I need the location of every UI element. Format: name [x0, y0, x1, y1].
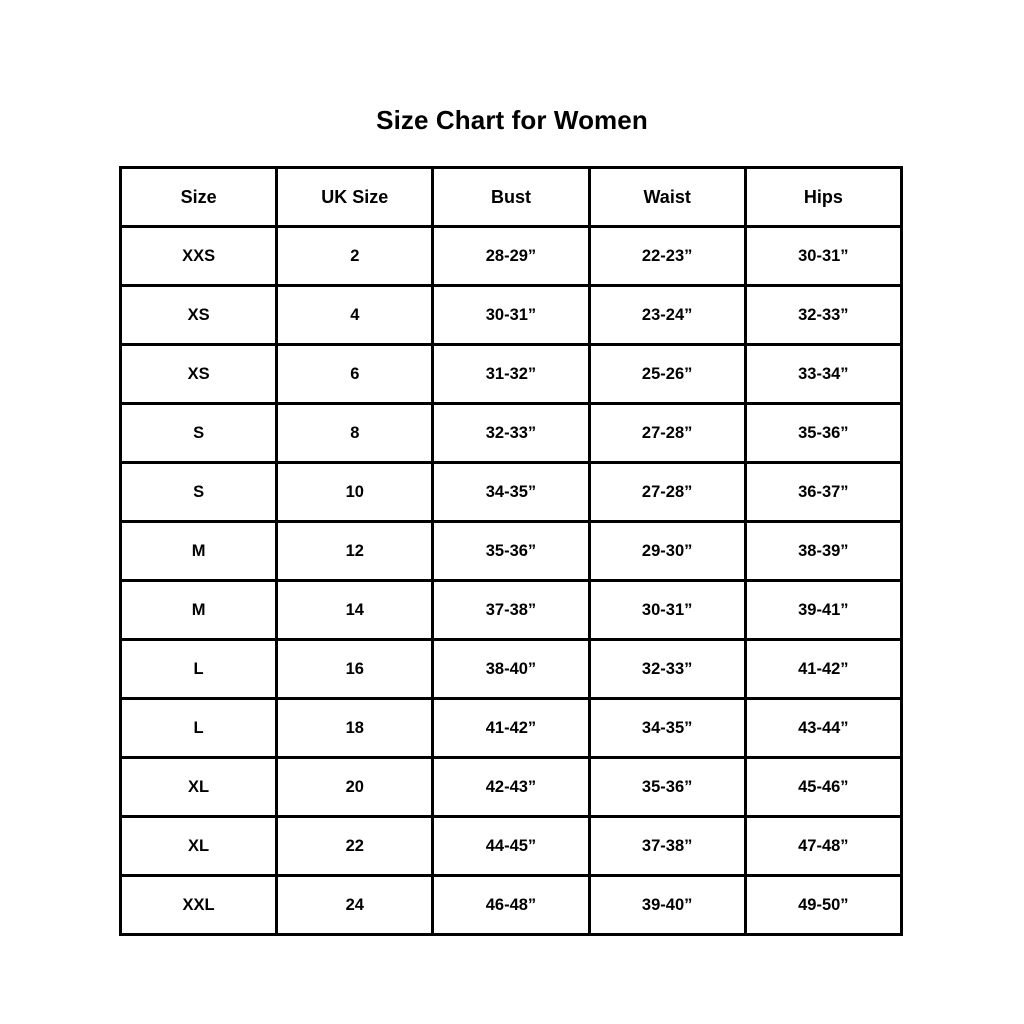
- cell-bust: 41-42”: [431, 697, 591, 759]
- cell-uk-size: 18: [275, 697, 435, 759]
- cell-waist: 37-38”: [587, 815, 747, 877]
- table-header: Size UK Size Bust Waist Hips: [118, 166, 903, 228]
- cell-hips: 38-39”: [743, 520, 903, 582]
- table-row: S 8 32-33” 27-28” 35-36”: [118, 402, 903, 464]
- column-header-hips: Hips: [743, 166, 903, 228]
- cell-uk-size: 24: [275, 874, 435, 936]
- table-row: XL 22 44-45” 37-38” 47-48”: [118, 815, 903, 877]
- cell-bust: 38-40”: [431, 638, 591, 700]
- cell-waist: 34-35”: [587, 697, 747, 759]
- cell-size: S: [118, 402, 279, 464]
- cell-size: L: [118, 638, 279, 700]
- cell-hips: 45-46”: [743, 756, 903, 818]
- cell-bust: 31-32”: [431, 343, 591, 405]
- cell-hips: 39-41”: [743, 579, 903, 641]
- table-row: S 10 34-35” 27-28” 36-37”: [118, 461, 903, 523]
- cell-waist: 30-31”: [587, 579, 747, 641]
- cell-bust: 37-38”: [431, 579, 591, 641]
- cell-bust: 44-45”: [431, 815, 591, 877]
- cell-waist: 35-36”: [587, 756, 747, 818]
- cell-hips: 33-34”: [743, 343, 903, 405]
- cell-hips: 35-36”: [743, 402, 903, 464]
- cell-hips: 47-48”: [743, 815, 903, 877]
- cell-hips: 49-50”: [743, 874, 903, 936]
- cell-uk-size: 12: [275, 520, 435, 582]
- column-header-bust: Bust: [431, 166, 591, 228]
- cell-uk-size: 14: [275, 579, 435, 641]
- cell-size: XS: [118, 284, 279, 346]
- cell-uk-size: 4: [275, 284, 435, 346]
- cell-hips: 32-33”: [743, 284, 903, 346]
- cell-size: M: [118, 579, 279, 641]
- cell-size: L: [118, 697, 279, 759]
- cell-size: S: [118, 461, 279, 523]
- page-title: Size Chart for Women: [376, 105, 648, 135]
- cell-bust: 42-43”: [431, 756, 591, 818]
- cell-hips: 36-37”: [743, 461, 903, 523]
- cell-uk-size: 10: [275, 461, 435, 523]
- cell-hips: 30-31”: [743, 225, 903, 287]
- cell-size: XXL: [118, 874, 279, 936]
- table-row: M 12 35-36” 29-30” 38-39”: [118, 520, 903, 582]
- cell-uk-size: 22: [275, 815, 435, 877]
- table-row: XS 4 30-31” 23-24” 32-33”: [118, 284, 903, 346]
- column-header-waist: Waist: [587, 166, 747, 228]
- cell-uk-size: 20: [275, 756, 435, 818]
- column-header-uk-size: UK Size: [275, 166, 435, 228]
- cell-size: M: [118, 520, 279, 582]
- table-row: XXS 2 28-29” 22-23” 30-31”: [118, 225, 903, 287]
- cell-hips: 43-44”: [743, 697, 903, 759]
- cell-size: XL: [118, 756, 279, 818]
- cell-uk-size: 6: [275, 343, 435, 405]
- table-row: L 16 38-40” 32-33” 41-42”: [118, 638, 903, 700]
- cell-size: XS: [118, 343, 279, 405]
- cell-waist: 27-28”: [587, 402, 747, 464]
- cell-bust: 28-29”: [431, 225, 591, 287]
- cell-waist: 39-40”: [587, 874, 747, 936]
- column-header-size: Size: [118, 166, 279, 228]
- cell-bust: 35-36”: [431, 520, 591, 582]
- cell-waist: 32-33”: [587, 638, 747, 700]
- table-row: XS 6 31-32” 25-26” 33-34”: [118, 343, 903, 405]
- cell-hips: 41-42”: [743, 638, 903, 700]
- size-chart-table-container: Size UK Size Bust Waist Hips XXS 2 28-29…: [118, 166, 903, 936]
- cell-waist: 22-23”: [587, 225, 747, 287]
- cell-waist: 27-28”: [587, 461, 747, 523]
- size-chart-table: Size UK Size Bust Waist Hips XXS 2 28-29…: [118, 166, 903, 936]
- cell-size: XL: [118, 815, 279, 877]
- table-row: XXL 24 46-48” 39-40” 49-50”: [118, 874, 903, 936]
- cell-bust: 32-33”: [431, 402, 591, 464]
- cell-waist: 25-26”: [587, 343, 747, 405]
- cell-waist: 29-30”: [587, 520, 747, 582]
- table-row: M 14 37-38” 30-31” 39-41”: [118, 579, 903, 641]
- cell-size: XXS: [118, 225, 279, 287]
- table-body: XXS 2 28-29” 22-23” 30-31” XS 4 30-31” 2…: [118, 225, 903, 936]
- cell-uk-size: 2: [275, 225, 435, 287]
- cell-bust: 30-31”: [431, 284, 591, 346]
- cell-uk-size: 16: [275, 638, 435, 700]
- cell-uk-size: 8: [275, 402, 435, 464]
- cell-bust: 34-35”: [431, 461, 591, 523]
- table-row: L 18 41-42” 34-35” 43-44”: [118, 697, 903, 759]
- cell-waist: 23-24”: [587, 284, 747, 346]
- cell-bust: 46-48”: [431, 874, 591, 936]
- table-header-row: Size UK Size Bust Waist Hips: [118, 166, 903, 228]
- table-row: XL 20 42-43” 35-36” 45-46”: [118, 756, 903, 818]
